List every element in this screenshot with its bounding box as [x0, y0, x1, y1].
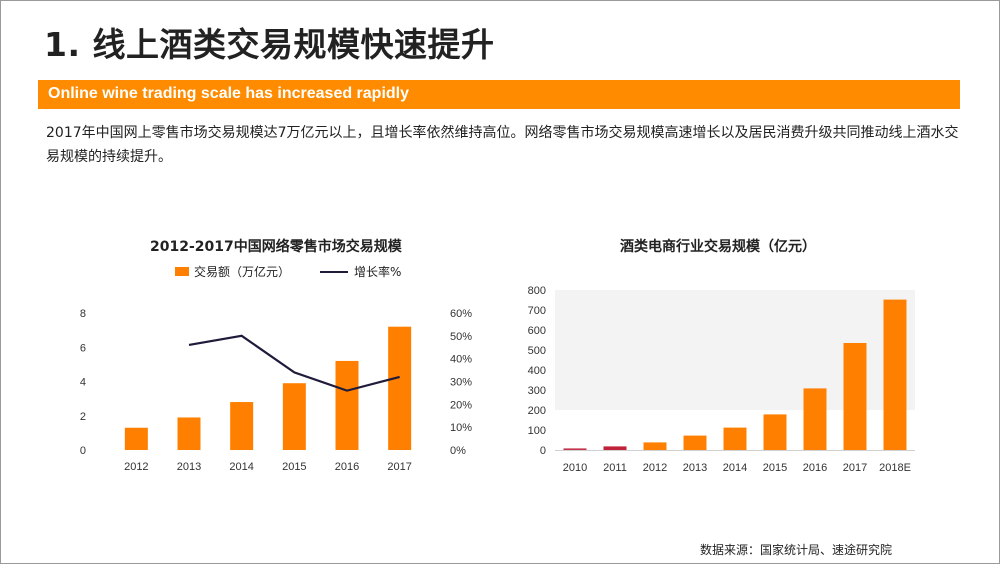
banner-text: Online wine trading scale has increased … [48, 85, 410, 102]
y2-tick-label: 30% [450, 377, 472, 389]
y-tick-label: 700 [528, 305, 546, 317]
bar [803, 388, 827, 450]
x-tick-label: 2015 [763, 462, 787, 474]
legend-line-swatch [320, 270, 349, 273]
y2-tick-label: 0% [450, 445, 466, 457]
section-banner: Online wine trading scale has increased … [38, 80, 960, 109]
y-tick-label: 0 [540, 445, 546, 457]
y2-tick-label: 20% [450, 399, 472, 411]
x-tick-label: 2016 [803, 462, 827, 474]
bar [643, 442, 667, 450]
bar [723, 427, 747, 450]
x-tick-label: 2012 [124, 461, 148, 473]
source-note: 数据来源：国家统计局、速途研究院 [700, 543, 893, 557]
x-tick-label: 2018E [879, 462, 911, 474]
bar [282, 383, 306, 450]
y-tick-label: 0 [80, 445, 86, 457]
x-tick-label: 2014 [229, 461, 253, 473]
x-tick-label: 2016 [335, 461, 359, 473]
y-tick-label: 2 [80, 411, 86, 423]
y-tick-label: 8 [80, 308, 86, 320]
y-tick-label: 200 [528, 405, 546, 417]
x-tick-label: 2012 [643, 462, 667, 474]
y2-tick-label: 10% [450, 422, 472, 434]
description-paragraph: 2017年中国网上零售市场交易规模达7万亿元以上，且增长率依然维持高位。网络零售… [46, 125, 959, 165]
x-tick-label: 2017 [387, 461, 411, 473]
legend-line-label: 增长率% [354, 265, 402, 279]
bar [230, 402, 254, 450]
x-tick-label: 2015 [282, 461, 306, 473]
bar [124, 427, 148, 450]
x-tick-label: 2014 [723, 462, 747, 474]
bar [335, 360, 359, 450]
legend-bar-label: 交易额（万亿元） [194, 265, 291, 279]
bar [177, 417, 201, 450]
y2-tick-label: 50% [450, 331, 472, 343]
y-tick-label: 400 [528, 365, 546, 377]
y-tick-label: 500 [528, 345, 546, 357]
y-tick-label: 100 [528, 425, 546, 437]
chart1-title: 2012-2017中国网络零售市场交易规模 [150, 239, 402, 255]
bar [843, 343, 867, 450]
x-tick-label: 2017 [843, 462, 867, 474]
y-tick-label: 6 [80, 342, 86, 354]
page-title: 1. 线上酒类交易规模快速提升 [44, 25, 495, 64]
legend-bar-swatch [175, 267, 189, 276]
y-tick-label: 300 [528, 385, 546, 397]
x-tick-label: 2013 [177, 461, 201, 473]
chart2-svg: 0 100 200 300 400 500 600 700 800 2010 2011 2012 201… [528, 285, 915, 474]
y2-tick-label: 40% [450, 354, 472, 366]
bar [603, 446, 627, 450]
chart1-svg: 0 2 4 6 8 0% 10% 20% 30% 40% 50% 60% 2012 2013 2014 201… [80, 308, 472, 473]
bar [563, 448, 587, 450]
y-tick-label: 4 [80, 377, 86, 389]
bar [763, 414, 787, 450]
bar [883, 299, 907, 450]
x-tick-label: 2010 [563, 462, 587, 474]
y-tick-label: 600 [528, 325, 546, 337]
bar [388, 326, 412, 450]
bar [683, 435, 707, 450]
growth-line [188, 334, 400, 392]
chart1-legend: 交易额（万亿元） 增长率% [175, 263, 401, 280]
chart2-title: 酒类电商行业交易规模（亿元） [620, 239, 816, 255]
y-tick-label: 800 [528, 285, 546, 297]
x-tick-label: 2013 [683, 462, 707, 474]
x-tick-label: 2011 [603, 462, 627, 474]
y2-tick-label: 60% [450, 308, 472, 320]
